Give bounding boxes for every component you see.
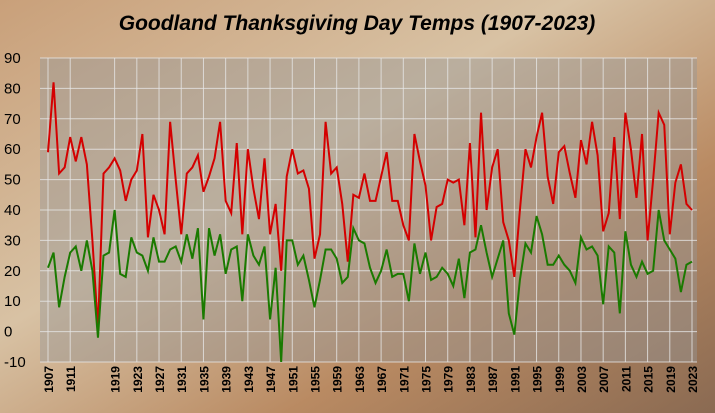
y-tick-label: 40	[4, 202, 21, 219]
x-tick-label: 1971	[397, 366, 411, 393]
y-tick-label: 70	[4, 111, 21, 128]
y-tick-label: 30	[4, 232, 21, 249]
x-tick-label: 1967	[375, 366, 389, 393]
x-tick-label: 1923	[131, 366, 145, 393]
x-tick-label: 1935	[197, 366, 211, 393]
x-tick-label: 1931	[175, 366, 189, 393]
y-tick-label: -10	[4, 354, 26, 371]
x-tick-label: 2015	[642, 366, 656, 393]
x-tick-label: 1939	[220, 366, 234, 393]
chart-title: Goodland Thanksgiving Day Temps (1907-20…	[119, 12, 596, 35]
x-tick-label: 1927	[153, 366, 167, 393]
x-tick-label: 2007	[597, 366, 611, 393]
x-tick-label: 1943	[242, 366, 256, 393]
x-tick-label: 1951	[286, 366, 300, 393]
marks	[47, 82, 693, 363]
x-tick-label: 1963	[353, 366, 367, 393]
y-tick-label: 60	[4, 141, 21, 158]
x-tick-label: 1955	[308, 366, 322, 393]
line-series	[47, 209, 693, 363]
x-tick-label: 2003	[575, 366, 589, 393]
x-tick-label: 1959	[331, 366, 345, 393]
x-tick-label: 1947	[264, 366, 278, 393]
x-tick-label: 1907	[42, 366, 56, 393]
y-tick-label: 90	[4, 50, 21, 67]
x-tick-label: 1919	[109, 366, 123, 393]
x-tick-label: 2023	[686, 366, 700, 393]
x-tick-label: 1911	[64, 366, 78, 392]
x-tick-label: 1987	[486, 366, 500, 393]
x-tick-label: 1975	[420, 366, 434, 393]
x-tick-label: 1979	[442, 366, 456, 393]
y-tick-label: 80	[4, 80, 21, 97]
x-tick-label: 1999	[553, 366, 567, 393]
x-tick-label: 1983	[464, 366, 478, 393]
x-tick-label: 2019	[664, 366, 678, 393]
x-tick-label: 1991	[508, 366, 522, 393]
y-tick-label: 20	[4, 263, 21, 280]
x-tick-label: 1995	[531, 366, 545, 393]
y-tick-label: 10	[4, 293, 21, 310]
x-tick-label: 2011	[619, 366, 633, 392]
y-tick-label: 50	[4, 172, 21, 189]
y-tick-label: 0	[4, 324, 12, 341]
line-series	[47, 82, 693, 329]
